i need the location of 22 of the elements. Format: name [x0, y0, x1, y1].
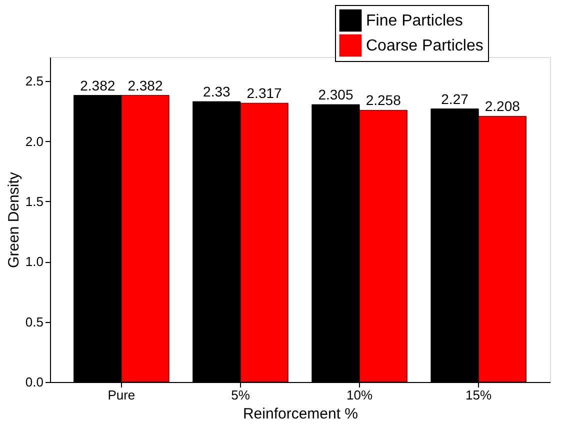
x-tick-label: 5%: [231, 388, 250, 402]
data-label: 2.258: [366, 92, 402, 108]
data-label: 2.382: [128, 77, 163, 94]
legend-label: Coarse Particles: [366, 38, 484, 54]
data-label: 2.317: [246, 85, 282, 102]
y-tick-label: 1.0: [25, 254, 44, 270]
data-label: 2.305: [318, 86, 354, 103]
x-tick-label: Pure: [108, 388, 136, 402]
legend-label: Fine Particles: [366, 12, 463, 30]
x-axis-title: Reinforcement %: [242, 406, 358, 422]
x-tick-label: 15%: [466, 388, 492, 402]
y-axis-title: Green Density: [5, 172, 22, 268]
data-label: 2.33: [203, 84, 231, 100]
data-label: 2.382: [80, 77, 116, 94]
y-tick-label: 2.0: [25, 134, 44, 149]
y-tick-label: 2.5: [25, 74, 44, 89]
y-tick-label: 1.5: [25, 194, 44, 209]
x-tick-label: 10%: [346, 388, 373, 402]
y-tick-label: 0.0: [25, 374, 44, 390]
y-tick-label: 0.5: [25, 314, 44, 330]
data-label: 2.27: [441, 90, 469, 107]
data-label: 2.208: [484, 98, 520, 114]
